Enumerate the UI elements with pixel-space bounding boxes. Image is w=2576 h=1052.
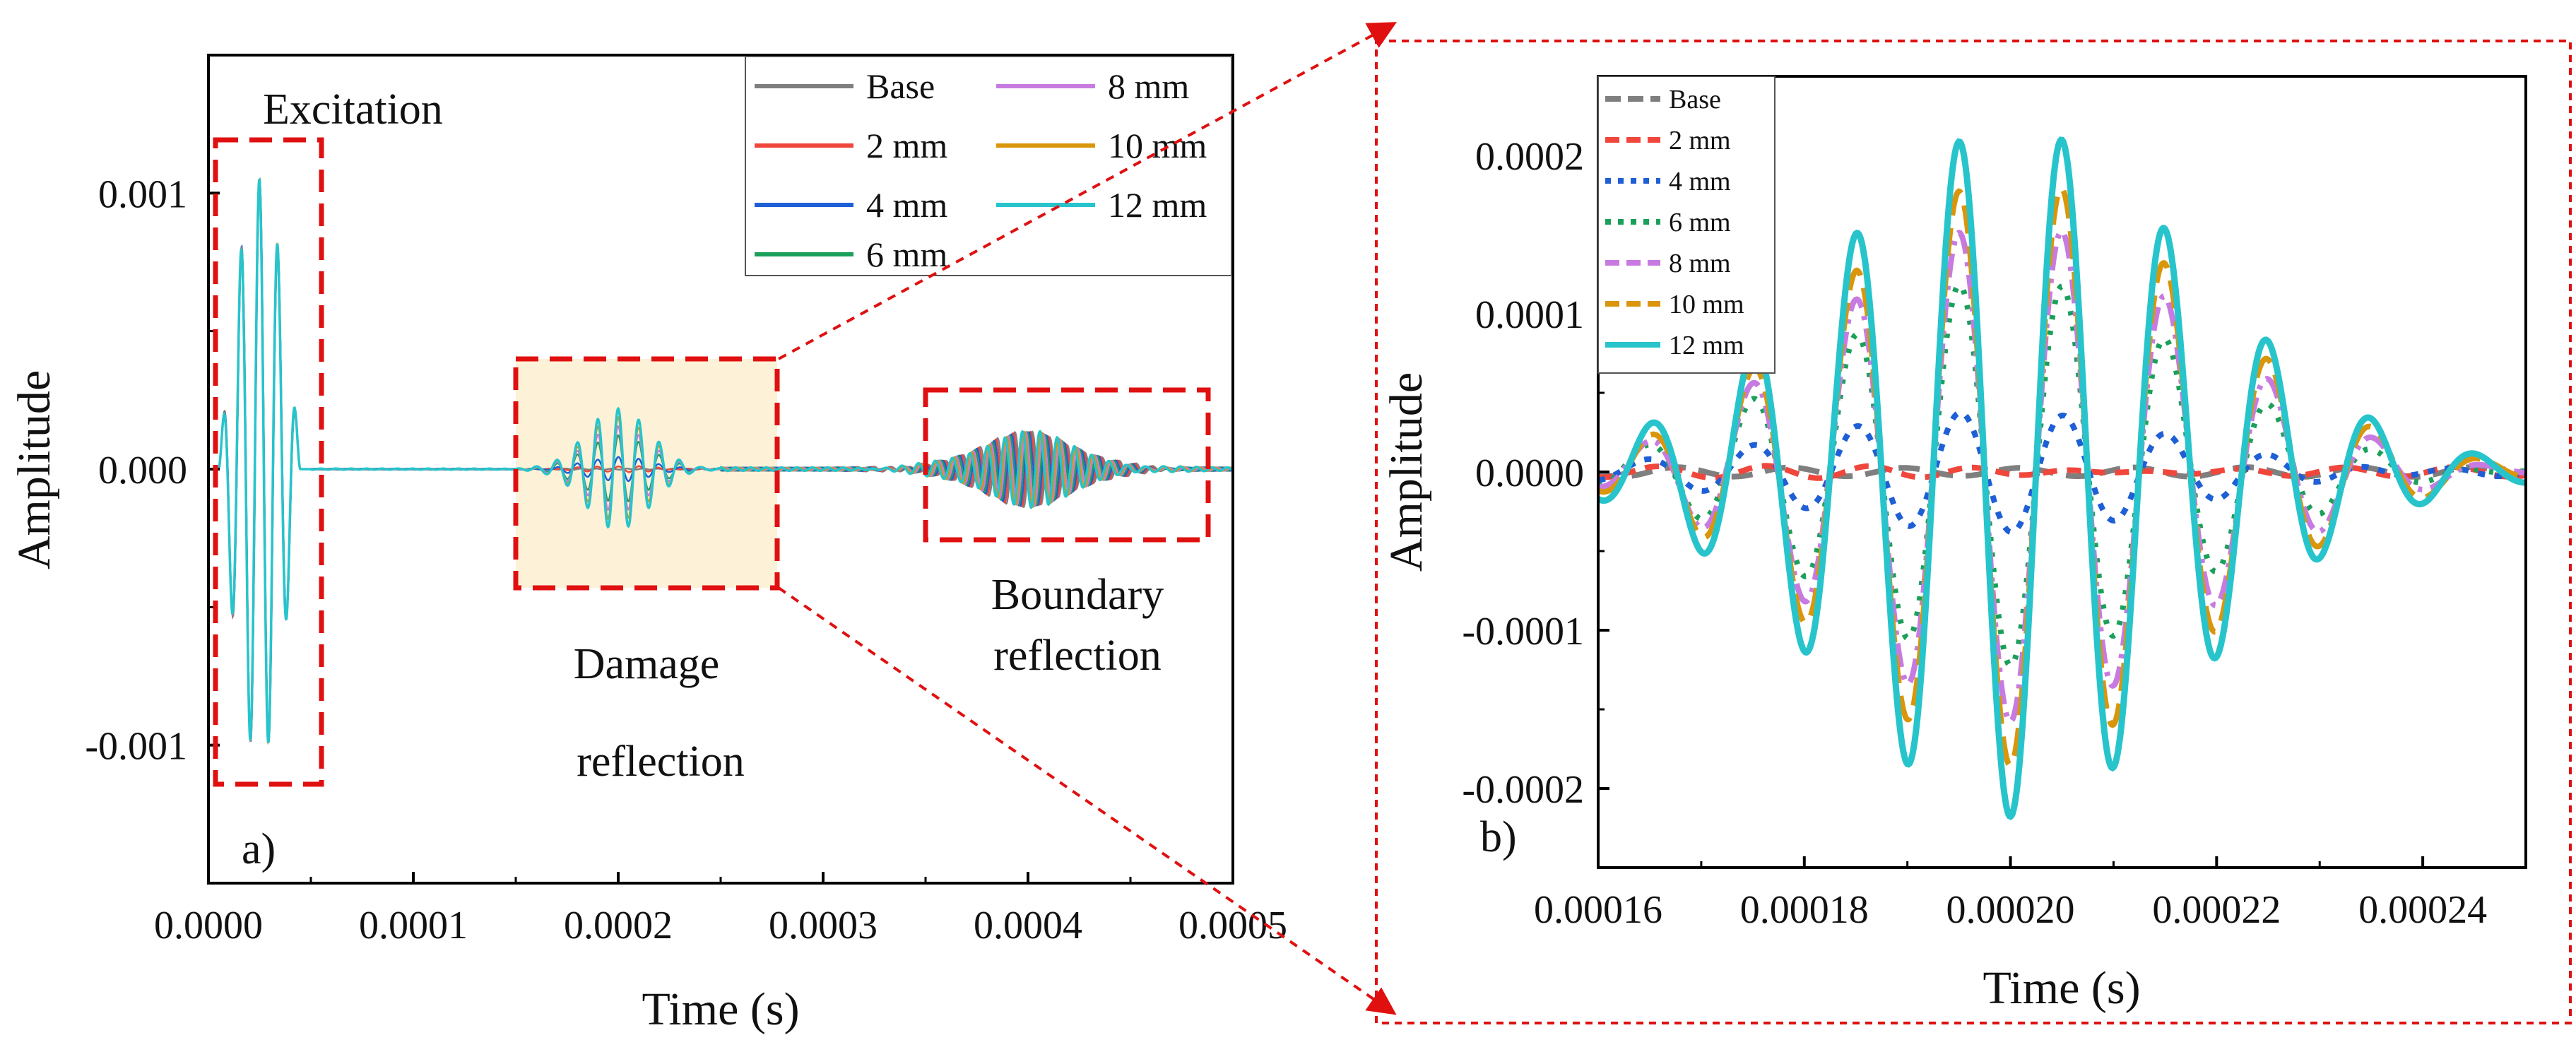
y-tick-label: -0.0002 xyxy=(1462,768,1584,812)
damage-box xyxy=(513,356,780,591)
panel-a: 0.0000 0.0001 0.0002 0.0003 0.0004 0.0005 0.0… xyxy=(8,54,1287,1035)
x-tick-label: 0.0001 xyxy=(359,904,468,947)
x-tick-label: 0.00024 xyxy=(2358,888,2487,932)
x-tick-label: 0.00018 xyxy=(1740,888,1869,932)
y-tick-label: 0.000 xyxy=(98,449,187,492)
panel-a-label: a) xyxy=(242,825,276,873)
legend-label: 8 mm xyxy=(1108,66,1189,106)
x-tick-label: 0.0003 xyxy=(769,904,878,947)
y-tick-label: -0.0001 xyxy=(1462,610,1584,654)
legend-label: 12 mm xyxy=(1669,331,1744,360)
boundary-box xyxy=(923,387,1211,543)
panel-a-xlabel: Time (s) xyxy=(642,983,799,1035)
x-tick-label: 0.00020 xyxy=(1946,888,2075,932)
panel-b-label: b) xyxy=(1480,813,1517,861)
legend-label: 12 mm xyxy=(1108,185,1207,225)
legend-label: 6 mm xyxy=(866,235,947,274)
panel-a-xticks: 0.0000 0.0001 0.0002 0.0003 0.0004 0.0005 xyxy=(154,872,1287,947)
legend-label: 10 mm xyxy=(1108,126,1207,165)
x-tick-label: 0.0005 xyxy=(1178,904,1287,947)
panel-a-yticks: 0.001 0.000 -0.001 xyxy=(85,172,220,769)
legend-label: 6 mm xyxy=(1669,208,1731,237)
panel-b: 0.00016 0.00018 0.00020 0.00022 0.00024 0.00… xyxy=(1375,40,2572,1024)
legend-label: Base xyxy=(1669,85,1721,114)
legend-label: 8 mm xyxy=(1669,249,1731,278)
series-line-4-mm xyxy=(1598,410,2526,536)
excitation-label: Excitation xyxy=(263,85,443,134)
panel-b-ylabel: Amplitude xyxy=(1381,372,1432,572)
panel-a-legend: Base 2 mm 4 mm 6 mm 8 mm 10 mm 12 mm xyxy=(745,56,1232,276)
panel-a-lines xyxy=(208,177,1233,745)
zoom-connectors xyxy=(777,22,1398,1015)
damage-label-1: Damage xyxy=(574,640,720,688)
series-line-8-mm xyxy=(1598,228,2526,725)
y-tick-label: 0.0000 xyxy=(1475,451,1584,495)
y-tick-label: 0.001 xyxy=(98,172,187,216)
legend-label: 4 mm xyxy=(1669,167,1731,196)
series-line-6-mm xyxy=(1598,282,2526,669)
series-line-12-mm xyxy=(208,179,1233,743)
panel-b-xlabel: Time (s) xyxy=(1983,962,2140,1014)
legend-label: 10 mm xyxy=(1669,290,1744,319)
panel-b-xticks: 0.00016 0.00018 0.00020 0.00022 0.00024 xyxy=(1534,856,2527,932)
y-tick-label: 0.0002 xyxy=(1475,135,1584,179)
x-tick-label: 0.0004 xyxy=(974,904,1082,947)
damage-highlight xyxy=(516,359,777,588)
boundary-label-1: Boundary xyxy=(991,571,1164,619)
legend-label: 4 mm xyxy=(866,185,947,225)
x-tick-label: 0.0002 xyxy=(564,904,673,947)
panel-b-legend-box xyxy=(1597,76,1776,374)
panel-b-outline xyxy=(1375,40,2572,1024)
excitation-box xyxy=(213,137,324,787)
x-tick-label: 0.00016 xyxy=(1534,888,1662,932)
legend-label: 2 mm xyxy=(866,126,947,165)
panel-b-legend: Base 2 mm 4 mm 6 mm 8 mm 10 mm 12 mm xyxy=(1597,76,1776,374)
panel-a-ylabel: Amplitude xyxy=(8,370,60,569)
y-tick-label: -0.001 xyxy=(85,725,187,769)
boundary-label-2: reflection xyxy=(993,632,1162,680)
panel-b-yticks: 0.0002 0.0001 0.0000 -0.0001 -0.0002 xyxy=(1462,135,1609,812)
damage-label-2: reflection xyxy=(577,738,745,786)
series-line-base xyxy=(1598,464,2526,480)
connector-top xyxy=(778,22,1398,360)
legend-label: Base xyxy=(866,66,935,106)
x-tick-label: 0.00022 xyxy=(2152,888,2281,932)
legend-label: 2 mm xyxy=(1669,126,1731,155)
panel-a-legend-box xyxy=(745,56,1232,276)
y-tick-label: 0.0001 xyxy=(1475,293,1584,337)
x-tick-label: 0.0000 xyxy=(154,904,263,947)
